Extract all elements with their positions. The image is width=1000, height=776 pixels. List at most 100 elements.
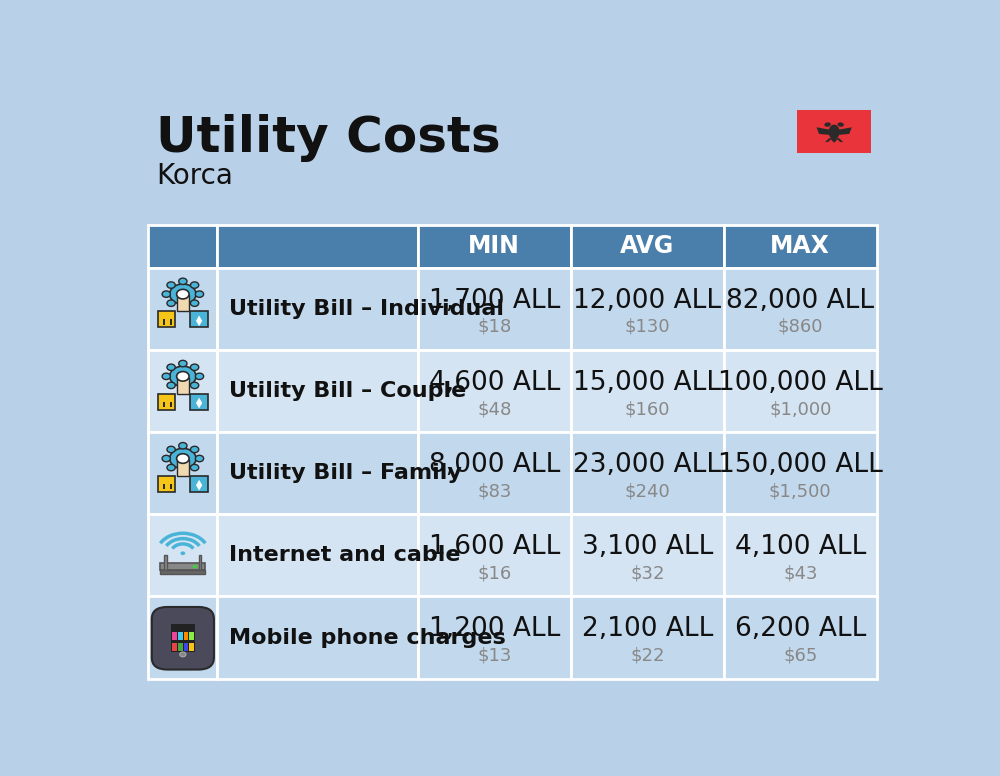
Text: Korca: Korca xyxy=(156,162,233,190)
Bar xyxy=(164,556,167,570)
Text: $18: $18 xyxy=(477,318,511,336)
Polygon shape xyxy=(196,480,202,490)
Bar xyxy=(189,632,194,640)
FancyBboxPatch shape xyxy=(724,350,877,432)
Circle shape xyxy=(177,372,189,381)
Bar xyxy=(178,632,183,640)
Text: $83: $83 xyxy=(477,483,511,501)
Circle shape xyxy=(190,464,199,471)
Text: $860: $860 xyxy=(778,318,823,336)
Ellipse shape xyxy=(829,125,840,140)
Text: $16: $16 xyxy=(477,564,511,583)
Text: $43: $43 xyxy=(783,564,818,583)
Circle shape xyxy=(180,552,185,555)
Text: 15,000 ALL: 15,000 ALL xyxy=(573,370,721,396)
Circle shape xyxy=(179,468,187,475)
Circle shape xyxy=(167,446,175,452)
Circle shape xyxy=(167,300,175,307)
Text: 3,100 ALL: 3,100 ALL xyxy=(582,534,713,560)
Circle shape xyxy=(190,300,199,307)
Text: $22: $22 xyxy=(630,646,665,665)
FancyBboxPatch shape xyxy=(418,432,571,514)
FancyBboxPatch shape xyxy=(724,514,877,597)
Bar xyxy=(160,563,205,570)
Text: $48: $48 xyxy=(477,400,511,418)
Bar xyxy=(177,296,189,311)
Text: Utility Costs: Utility Costs xyxy=(156,114,501,162)
Text: $32: $32 xyxy=(630,564,665,583)
Circle shape xyxy=(190,282,199,289)
Text: $13: $13 xyxy=(477,646,511,665)
Text: Utility Bill – Individual: Utility Bill – Individual xyxy=(229,299,504,319)
Text: 1,600 ALL: 1,600 ALL xyxy=(429,534,560,560)
FancyBboxPatch shape xyxy=(724,432,877,514)
Bar xyxy=(170,484,172,489)
FancyBboxPatch shape xyxy=(418,268,571,350)
FancyBboxPatch shape xyxy=(217,268,418,350)
Text: MAX: MAX xyxy=(770,234,830,258)
FancyBboxPatch shape xyxy=(148,597,217,679)
Text: $1,000: $1,000 xyxy=(769,400,831,418)
Text: 4,100 ALL: 4,100 ALL xyxy=(735,534,866,560)
Circle shape xyxy=(190,383,199,389)
Circle shape xyxy=(179,386,187,393)
FancyBboxPatch shape xyxy=(148,514,217,597)
Text: Utility Bill – Family: Utility Bill – Family xyxy=(229,463,462,483)
Bar xyxy=(177,460,189,476)
Bar xyxy=(189,643,194,651)
Polygon shape xyxy=(196,397,202,408)
Bar xyxy=(190,393,208,410)
Bar xyxy=(163,484,165,489)
Circle shape xyxy=(179,303,187,310)
FancyBboxPatch shape xyxy=(571,268,724,350)
Bar xyxy=(163,320,165,325)
Text: AVG: AVG xyxy=(620,234,674,258)
Circle shape xyxy=(193,565,197,569)
FancyBboxPatch shape xyxy=(571,514,724,597)
Bar xyxy=(177,378,189,393)
FancyBboxPatch shape xyxy=(148,224,217,268)
Polygon shape xyxy=(836,138,843,142)
Text: 1,200 ALL: 1,200 ALL xyxy=(429,616,560,643)
Text: 150,000 ALL: 150,000 ALL xyxy=(718,452,883,478)
FancyBboxPatch shape xyxy=(724,224,877,268)
Polygon shape xyxy=(816,127,832,135)
Text: 2,100 ALL: 2,100 ALL xyxy=(582,616,713,643)
Circle shape xyxy=(170,284,196,304)
FancyBboxPatch shape xyxy=(148,432,217,514)
Text: Internet and cable: Internet and cable xyxy=(229,546,461,566)
Bar xyxy=(170,320,172,325)
FancyBboxPatch shape xyxy=(571,597,724,679)
Bar xyxy=(190,311,208,327)
Text: 12,000 ALL: 12,000 ALL xyxy=(573,288,721,314)
Circle shape xyxy=(162,291,170,297)
Circle shape xyxy=(162,456,170,462)
Circle shape xyxy=(179,360,187,367)
FancyBboxPatch shape xyxy=(571,350,724,432)
FancyBboxPatch shape xyxy=(148,268,217,350)
Text: $240: $240 xyxy=(624,483,670,501)
FancyBboxPatch shape xyxy=(217,597,418,679)
Text: 82,000 ALL: 82,000 ALL xyxy=(726,288,874,314)
Circle shape xyxy=(180,652,186,656)
Circle shape xyxy=(170,449,196,469)
FancyBboxPatch shape xyxy=(148,350,217,432)
Bar xyxy=(199,556,201,570)
FancyBboxPatch shape xyxy=(152,607,214,670)
Text: 4,600 ALL: 4,600 ALL xyxy=(429,370,560,396)
Circle shape xyxy=(167,383,175,389)
FancyBboxPatch shape xyxy=(217,224,418,268)
FancyBboxPatch shape xyxy=(724,268,877,350)
Bar xyxy=(172,643,177,651)
Text: 100,000 ALL: 100,000 ALL xyxy=(718,370,883,396)
Text: MIN: MIN xyxy=(468,234,520,258)
FancyBboxPatch shape xyxy=(418,514,571,597)
Circle shape xyxy=(179,278,187,285)
Circle shape xyxy=(170,366,196,386)
Bar xyxy=(172,632,177,640)
Text: Mobile phone charges: Mobile phone charges xyxy=(229,628,506,648)
Circle shape xyxy=(162,373,170,379)
Bar xyxy=(170,402,172,407)
FancyBboxPatch shape xyxy=(418,597,571,679)
Polygon shape xyxy=(196,316,202,326)
